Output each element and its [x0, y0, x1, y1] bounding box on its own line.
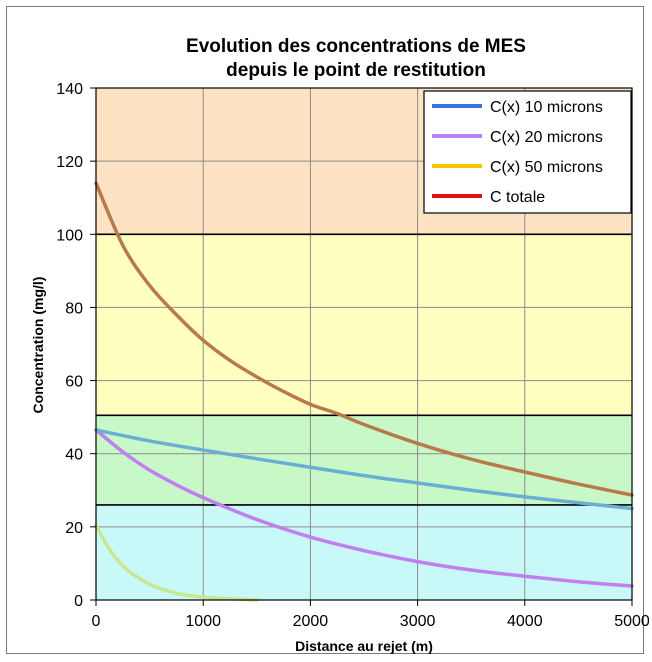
chart-subtitle: depuis le point de restitution — [226, 60, 486, 81]
y-tick-label-0: 0 — [74, 593, 83, 610]
legend-label-2: C(x) 50 microns — [490, 159, 603, 176]
y-tick-label-5: 100 — [56, 227, 83, 244]
y-tick-label-7: 140 — [56, 81, 83, 98]
band-1 — [96, 415, 632, 505]
series-line-1 — [94, 428, 634, 588]
data-series — [94, 181, 634, 602]
legend-label-1: C(x) 20 microns — [490, 129, 603, 146]
x-tick-label-4: 4000 — [507, 613, 543, 630]
y-tick-label-2: 40 — [65, 447, 83, 464]
x-axis-label: Distance au rejet (m) — [295, 638, 433, 654]
series-line-2 — [94, 523, 259, 602]
y-tick-label-4: 80 — [65, 300, 83, 317]
x-tick-label-5: 5000 — [614, 613, 650, 630]
y-tick-label-1: 20 — [65, 520, 83, 537]
x-tick-label-1: 1000 — [185, 613, 221, 630]
y-tick-label-3: 60 — [65, 374, 83, 391]
legend-label-0: C(x) 10 microns — [490, 99, 603, 116]
band-boundaries — [96, 233, 632, 506]
x-tick-label-0: 0 — [92, 613, 101, 630]
y-tick-label-6: 120 — [56, 154, 83, 171]
band-0 — [96, 504, 632, 600]
x-tick-label-2: 2000 — [293, 613, 329, 630]
series-line-3 — [94, 181, 634, 497]
x-tick-label-3: 3000 — [400, 613, 436, 630]
series-line-0 — [94, 428, 634, 511]
legend: C(x) 10 microns C(x) 20 microns C(x) 50 mi… — [423, 90, 632, 214]
chart-title: Evolution des concentrations de MES — [186, 36, 526, 57]
legend-label-3: C totale — [490, 189, 545, 206]
band-2 — [96, 234, 632, 416]
axis-ticks: 0 1000 2000 3000 4000 5000 0 20 40 60 80 100 120 140 — [56, 81, 650, 630]
plot-border — [95, 87, 633, 601]
legend-box — [423, 90, 632, 214]
y-axis-label: Concentration (mg/l) — [30, 277, 46, 414]
